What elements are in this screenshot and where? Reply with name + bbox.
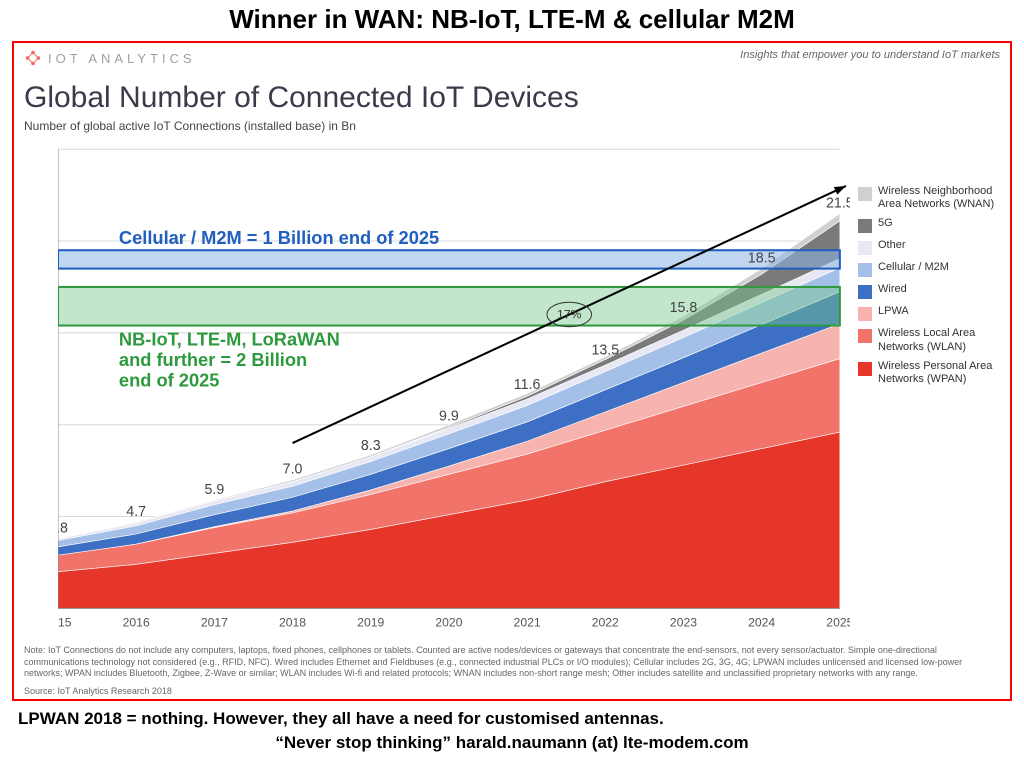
- legend-item-lpwa: LPWA: [858, 305, 1000, 321]
- svg-text:2023: 2023: [670, 616, 697, 630]
- chart-frame: IOT ANALYTICS Insights that empower you …: [12, 41, 1012, 701]
- svg-text:9.9: 9.9: [439, 408, 459, 424]
- svg-text:2021: 2021: [514, 616, 541, 630]
- svg-text:21.5: 21.5: [826, 195, 850, 211]
- legend-item-cell: Cellular / M2M: [858, 261, 1000, 277]
- svg-text:8.3: 8.3: [361, 438, 381, 454]
- svg-text:2015: 2015: [58, 616, 72, 630]
- legend-label: LPWA: [878, 305, 909, 318]
- svg-text:2017: 2017: [201, 616, 228, 630]
- legend-swatch: [858, 362, 872, 376]
- legend-swatch: [858, 241, 872, 255]
- legend-label: Cellular / M2M: [878, 261, 949, 274]
- svg-text:2019: 2019: [357, 616, 384, 630]
- legend-label: Wireless Neighborhood Area Networks (WNA…: [878, 185, 1000, 211]
- chart-source: Source: IoT Analytics Research 2018: [24, 686, 1000, 698]
- legend-swatch: [858, 285, 872, 299]
- legend-item-g5: 5G: [858, 217, 1000, 233]
- main-title: Winner in WAN: NB-IoT, LTE-M & cellular …: [0, 0, 1024, 41]
- svg-text:2016: 2016: [123, 616, 150, 630]
- legend-swatch: [858, 187, 872, 201]
- svg-text:5.9: 5.9: [204, 482, 224, 498]
- legend-item-wlan: Wireless Local Area Networks (WLAN): [858, 327, 1000, 353]
- svg-text:NB-IoT, LTE-M, LoRaWAN: NB-IoT, LTE-M, LoRaWAN: [119, 329, 340, 350]
- svg-text:13.5: 13.5: [591, 342, 619, 358]
- legend-item-wired: Wired: [858, 283, 1000, 299]
- legend-swatch: [858, 329, 872, 343]
- legend-label: Wired: [878, 283, 907, 296]
- legend-label: 5G: [878, 217, 893, 230]
- svg-text:3.8: 3.8: [58, 520, 68, 536]
- legend-swatch: [858, 219, 872, 233]
- plot-area: 0510152025201520162017201820192020202120…: [58, 139, 850, 639]
- svg-text:2018: 2018: [279, 616, 306, 630]
- brand-logo: IOT ANALYTICS: [24, 49, 196, 67]
- chart-note: Note: IoT Connections do not include any…: [24, 645, 1000, 680]
- svg-text:and further = 2 Billion: and further = 2 Billion: [119, 349, 307, 370]
- svg-text:11.6: 11.6: [514, 377, 541, 393]
- chart-subtitle: Number of global active IoT Connections …: [24, 119, 1000, 133]
- svg-text:15.8: 15.8: [670, 300, 698, 316]
- legend-swatch: [858, 263, 872, 277]
- svg-text:2025: 2025: [826, 616, 850, 630]
- legend-item-other: Other: [858, 239, 1000, 255]
- svg-text:Cellular / M2M = 1 Billion e: Cellular / M2M = 1 Billion end of 2025: [119, 227, 439, 248]
- svg-text:2024: 2024: [748, 616, 775, 630]
- footer-line-2: “Never stop thinking” harald.naumann (at…: [0, 729, 1024, 757]
- footer-line-1: LPWAN 2018 = nothing. However, they all …: [0, 701, 1024, 729]
- legend-swatch: [858, 307, 872, 321]
- legend-label: Wireless Personal Area Networks (WPAN): [878, 360, 1000, 386]
- svg-text:7.0: 7.0: [283, 462, 303, 478]
- svg-text:2020: 2020: [435, 616, 462, 630]
- stacked-area-chart: 0510152025201520162017201820192020202120…: [58, 139, 850, 639]
- brand-text: IOT ANALYTICS: [48, 51, 196, 66]
- chart-title: Global Number of Connected IoT Devices: [24, 81, 1000, 115]
- legend-label: Wireless Local Area Networks (WLAN): [878, 327, 1000, 353]
- tagline: Insights that empower you to understand …: [740, 49, 1000, 61]
- legend: Wireless Neighborhood Area Networks (WNA…: [850, 139, 1000, 639]
- svg-text:17%: 17%: [557, 308, 582, 322]
- legend-label: Other: [878, 239, 906, 252]
- svg-text:2022: 2022: [592, 616, 619, 630]
- legend-item-wnan: Wireless Neighborhood Area Networks (WNA…: [858, 185, 1000, 211]
- svg-text:4.7: 4.7: [126, 504, 146, 520]
- svg-text:18.5: 18.5: [748, 250, 776, 266]
- legend-item-wpan: Wireless Personal Area Networks (WPAN): [858, 360, 1000, 386]
- svg-text:end of 2025: end of 2025: [119, 370, 220, 391]
